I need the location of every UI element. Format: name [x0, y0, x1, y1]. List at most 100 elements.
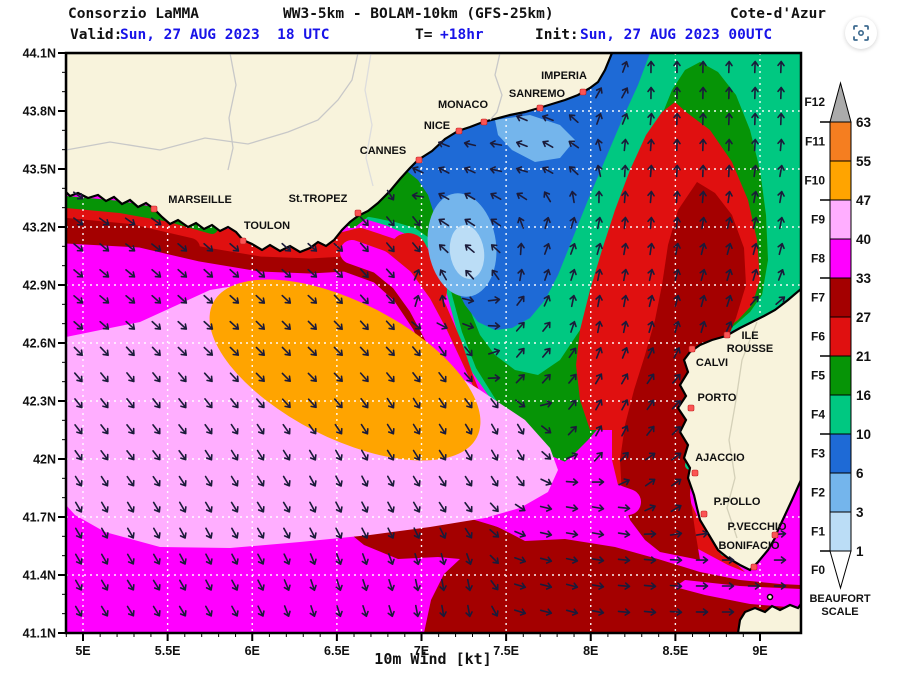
scale-band-f3 [829, 433, 852, 474]
scale-beaufort-label: F1 [811, 525, 825, 539]
scale-band-f6 [829, 316, 852, 357]
scale-band-f5 [829, 355, 852, 396]
lat-label: 44.1N [23, 47, 56, 61]
scale-band-f12 [829, 81, 852, 123]
model-title: WW3-5km - BOLAM-10km (GFS-25km) [283, 6, 554, 22]
scale-knot-value: 55 [856, 154, 872, 169]
scale-knot-value: 6 [856, 466, 864, 481]
lat-label: 42.9N [23, 279, 56, 293]
city-marker [239, 237, 247, 245]
land-france-italy [66, 53, 614, 254]
axis-labels: 44.1N 43.8N 43.5N 43.2N 42.9N 42.6N 42.3N 42N 41… [23, 47, 768, 659]
scale-beaufort-label: F0 [811, 563, 825, 577]
city-label: CANNES [360, 145, 406, 157]
valid-datetime: Sun, 27 AUG 2023 18 UTC [120, 27, 330, 43]
city-marker [723, 331, 731, 339]
scale-title: BEAUFORT [809, 593, 870, 605]
capture-region-icon [853, 25, 869, 41]
zone-f7-core [620, 182, 746, 560]
scale-band-f2 [829, 472, 852, 513]
land-corsica [676, 287, 801, 572]
city-label: BONIFACIO [718, 540, 780, 552]
scale-band-f4 [829, 394, 852, 435]
city-label: ILE [741, 330, 758, 342]
scale-band-f8 [829, 238, 852, 279]
lon-label: 8.5E [663, 644, 689, 658]
lat-label: 43.2N [23, 221, 56, 235]
scale-beaufort-label: F12 [804, 95, 825, 109]
city-marker [455, 127, 463, 135]
scale-knot-value: 27 [856, 310, 871, 325]
lon-label: 5.5E [155, 644, 181, 658]
scale-beaufort-label: F10 [804, 174, 825, 188]
sea-contours [66, 53, 801, 633]
lead-label: T= [415, 27, 433, 43]
scale-knot-value: 63 [856, 115, 872, 130]
city-marker [691, 469, 699, 477]
lat-label: 42.3N [23, 395, 56, 409]
init-label: Init: [535, 27, 579, 43]
scale-knot-value: 47 [856, 193, 871, 208]
scale-band-f11 [829, 121, 852, 162]
city-marker [415, 156, 423, 164]
city-marker [150, 205, 158, 213]
scale-band-f0 [829, 550, 852, 590]
capture-region-button[interactable] [845, 17, 877, 49]
lat-label: 42N [33, 453, 56, 467]
zone-f2-sanremo [495, 115, 575, 162]
region-title: Cote-d'Azur [730, 6, 827, 22]
scale-beaufort-label: F2 [811, 486, 825, 500]
lat-label: 42.6N [23, 337, 56, 351]
zone-f7-sliver2 [66, 218, 200, 258]
city-marker [688, 345, 696, 353]
city-labels: MARSEILLE TOULON St.TROPEZ CANNES NICE MONACO… [168, 70, 787, 552]
city-label: IMPERIA [541, 70, 587, 82]
scale-knot-value: 40 [856, 232, 871, 247]
scale-beaufort-label: F6 [811, 330, 825, 344]
scale-beaufort-label: F8 [811, 252, 825, 266]
scale-band-f1 [829, 511, 852, 552]
city-marker [771, 531, 779, 539]
valid-label: Valid: [70, 27, 123, 43]
zone-f1-core [449, 225, 485, 279]
city-marker [536, 104, 544, 112]
lon-label: 6.5E [324, 644, 350, 658]
land-sardinia [736, 602, 801, 633]
land [66, 53, 801, 633]
city-marker [480, 118, 488, 126]
city-label: ROUSSE [727, 343, 773, 355]
wind-arrows [72, 60, 787, 618]
beaufort-scale: F12F1163F1055F947F840F733F627F521F416F31… [804, 81, 872, 618]
scale-knot-value: 33 [856, 271, 872, 286]
scale-title: SCALE [821, 606, 858, 618]
lon-label: 7.5E [493, 644, 519, 658]
scale-band-f7 [829, 277, 852, 318]
lon-label: 8E [583, 644, 598, 658]
city-label: P.POLLO [714, 496, 761, 508]
lead-value: +18hr [440, 27, 484, 43]
scale-beaufort-label: F9 [811, 213, 825, 227]
city-marker [579, 88, 587, 96]
lon-label: 6E [245, 644, 260, 658]
scale-beaufort-label: F3 [811, 447, 825, 461]
lon-label: 9E [752, 644, 767, 658]
scale-beaufort-label: F5 [811, 369, 825, 383]
scale-beaufort-label: F7 [811, 291, 825, 305]
admin-borders [66, 53, 758, 539]
city-label: AJACCIO [695, 452, 745, 464]
city-marker [750, 563, 758, 571]
scale-knot-value: 3 [856, 505, 864, 520]
lat-label: 41.1N [23, 627, 56, 641]
scale-knot-value: 1 [856, 544, 864, 559]
lon-label: 7E [414, 644, 429, 658]
zone-f7-bottom [342, 512, 801, 633]
lat-label: 41.4N [23, 569, 56, 583]
brand-text: Consorzio LaMMA [68, 6, 199, 22]
city-label: PORTO [698, 392, 737, 404]
city-label: SANREMO [509, 88, 566, 100]
scale-band-f9 [829, 199, 852, 240]
city-label: CALVI [696, 357, 728, 369]
city-label: TOULON [244, 220, 290, 232]
